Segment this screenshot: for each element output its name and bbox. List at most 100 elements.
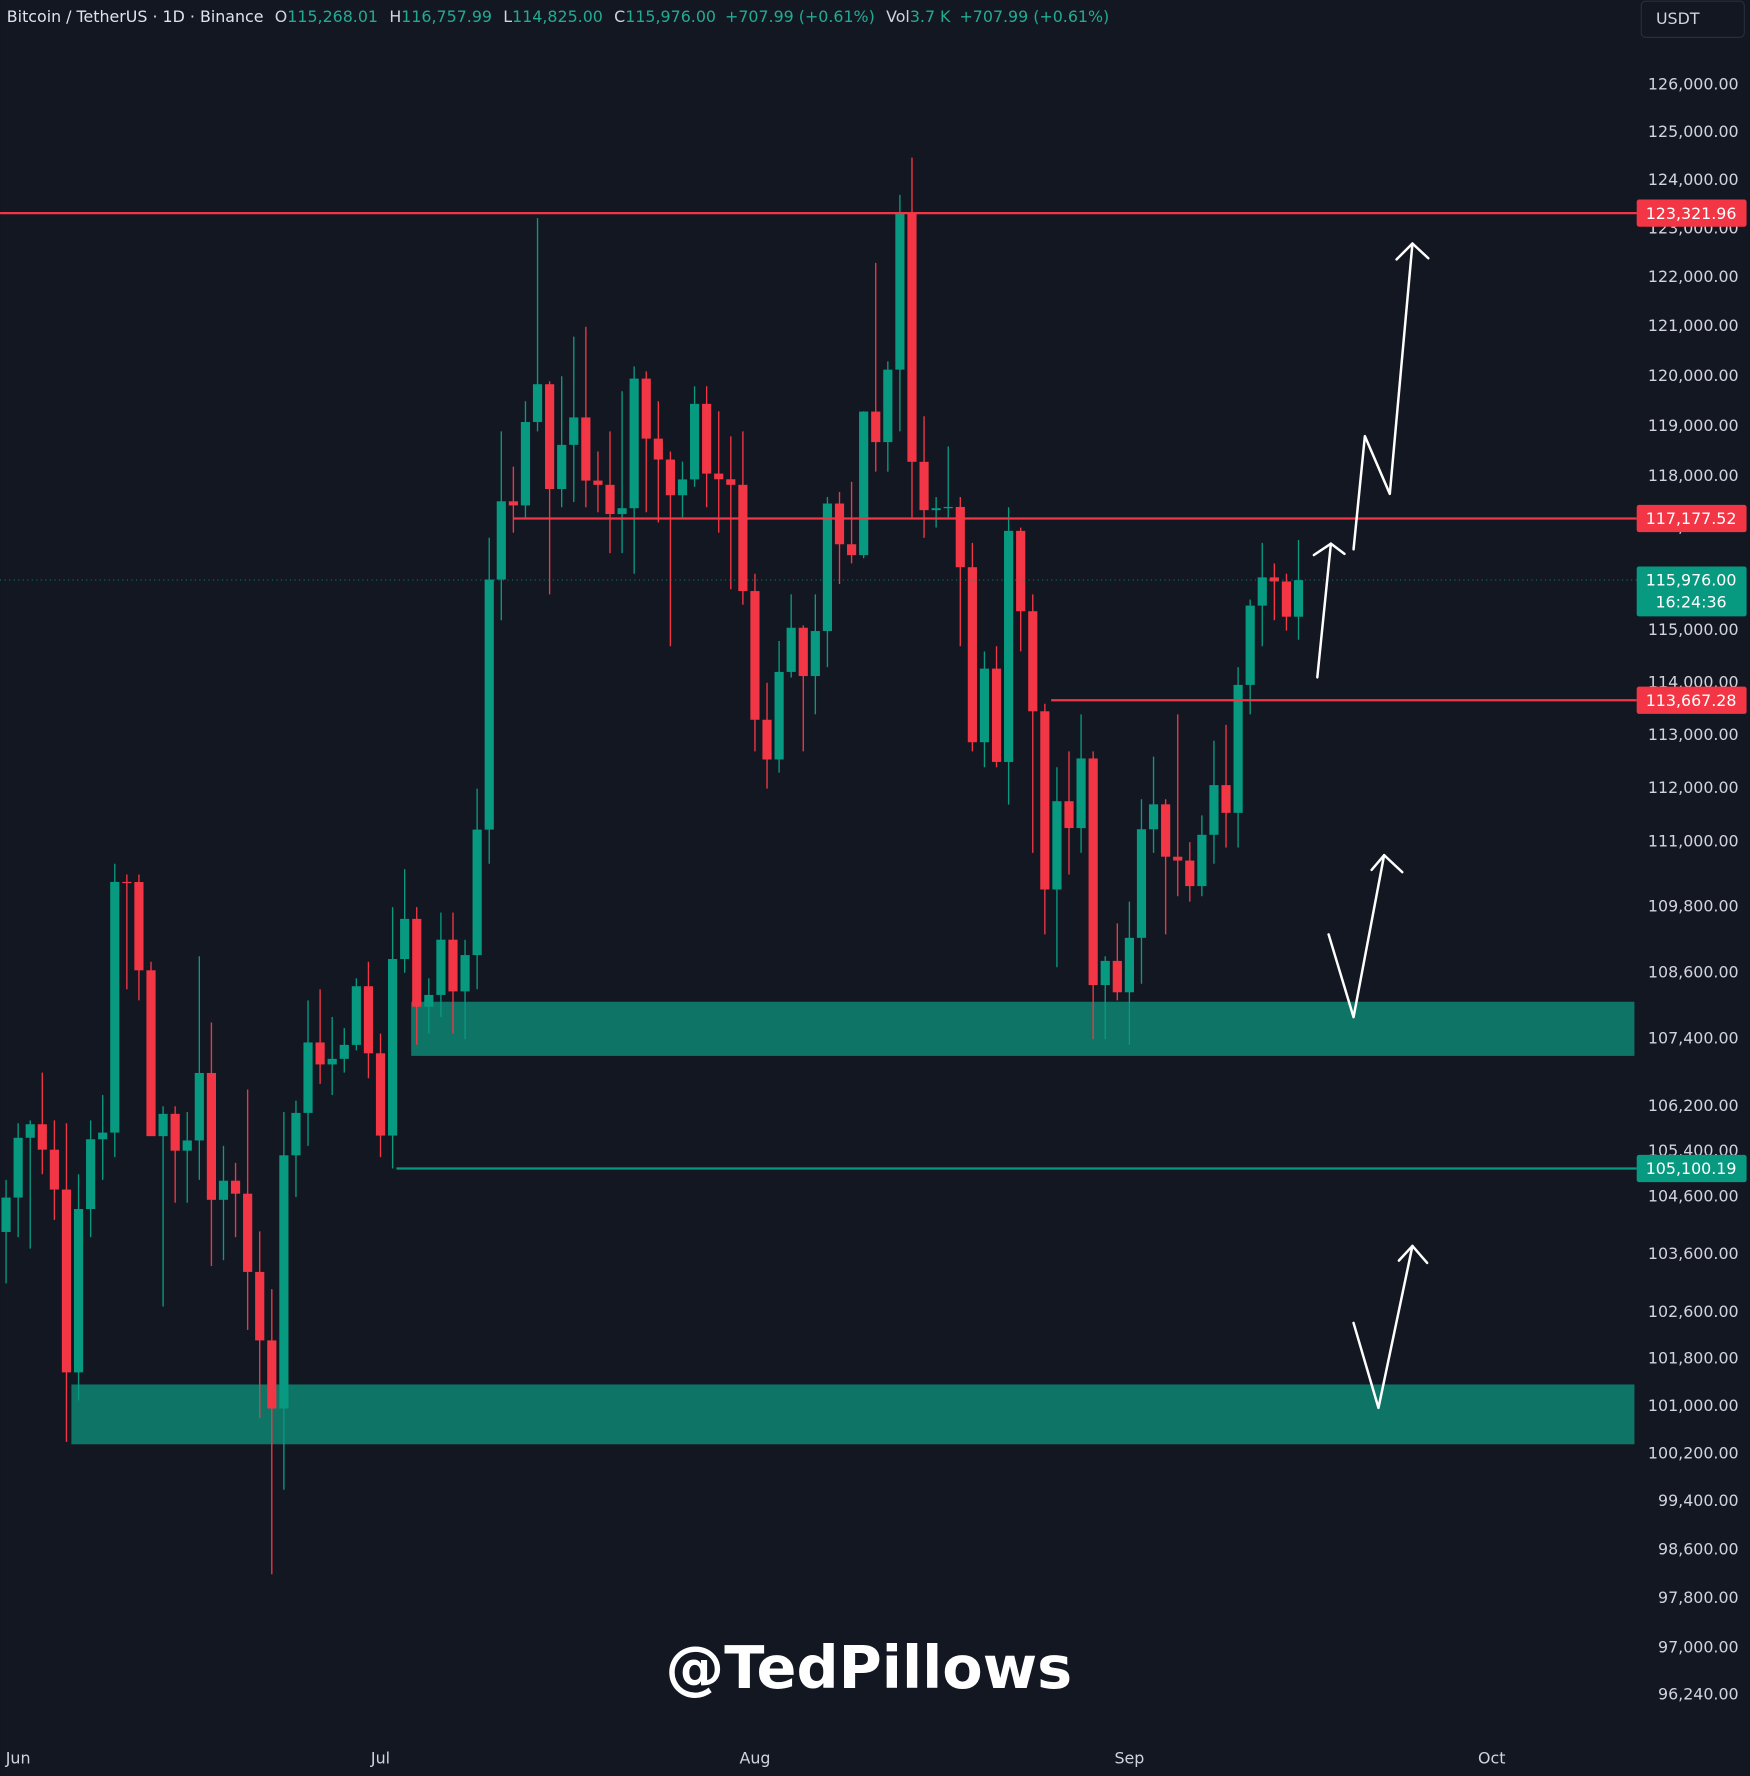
candle-body: [689, 403, 700, 480]
candle-body: [279, 1155, 289, 1409]
candle-body: [1209, 785, 1219, 835]
candle-body: [1088, 758, 1098, 986]
change: +707.99 (+0.61%): [725, 6, 875, 25]
candle-body: [182, 1140, 192, 1151]
candle-body: [834, 503, 845, 545]
candle-body: [762, 719, 772, 760]
candle-body: [61, 1189, 72, 1373]
price-tag-label: 115,976.00: [1646, 571, 1737, 590]
y-tick-label: 100,200.00: [1648, 1443, 1739, 1462]
candle-body: [1052, 801, 1062, 890]
candle-body: [1112, 960, 1122, 993]
candle-body: [13, 1137, 23, 1198]
low: 114,825.00: [512, 6, 603, 25]
x-tick-label: Oct: [1478, 1749, 1505, 1768]
arrow: [1316, 542, 1333, 679]
candle-body: [557, 444, 567, 489]
candle-body: [1028, 611, 1038, 712]
candle-body: [1100, 960, 1110, 986]
candle-body: [98, 1132, 108, 1140]
y-tick-label: 112,000.00: [1648, 778, 1739, 797]
candle-body: [1004, 530, 1014, 762]
candle-body: [943, 506, 953, 509]
candle-body: [243, 1193, 253, 1272]
price-tag: [1636, 199, 1747, 227]
candle-body: [484, 579, 494, 830]
candle-body: [641, 378, 651, 439]
arrow: [1352, 242, 1414, 551]
candle-body: [158, 1113, 168, 1137]
candle-body: [883, 369, 893, 443]
candle-body: [798, 627, 808, 677]
y-tick-label: 98,600.00: [1658, 1540, 1739, 1559]
candle-body: [37, 1124, 47, 1150]
y-tick-label: 125,000.00: [1648, 122, 1739, 141]
arrow-head: [1395, 242, 1430, 261]
candle-body: [460, 955, 470, 992]
candle-body: [218, 1180, 229, 1200]
high: 116,757.99: [401, 6, 492, 25]
candle-body: [1293, 580, 1304, 617]
candle-body: [653, 438, 663, 460]
candle-body: [170, 1113, 180, 1151]
time-axis: Jun Jul Aug Sep Oct: [5, 1749, 1506, 1768]
candle-body: [1173, 856, 1183, 861]
close-label: C: [614, 6, 625, 25]
candle-body: [327, 1058, 337, 1065]
candle-body: [1, 1197, 11, 1232]
arrow: [1327, 853, 1386, 1019]
x-tick-label: Jun: [5, 1749, 31, 1768]
price-tags: 123,321.96 117,177.52 115,976.00 16:24:36 11…: [1636, 199, 1747, 1183]
candle-body: [520, 421, 531, 506]
candle-body: [665, 459, 675, 496]
y-tick-label: 99,400.00: [1658, 1491, 1739, 1510]
y-tick-label: 96,240.00: [1658, 1684, 1739, 1703]
price-tag: [1636, 566, 1747, 617]
candle-body: [677, 479, 688, 496]
candle-body: [605, 484, 615, 515]
close: 115,976.00: [625, 6, 716, 25]
price-tag: [1636, 504, 1747, 533]
y-tick-label: 106,200.00: [1648, 1096, 1739, 1115]
candle-body: [1124, 937, 1134, 993]
candle-body: [387, 959, 398, 1136]
candle-body: [1221, 785, 1231, 813]
candle-body: [122, 881, 132, 884]
candle-body: [73, 1209, 84, 1373]
candle-body: [1197, 834, 1207, 887]
arrow-head: [1312, 542, 1346, 557]
candle-body: [291, 1112, 301, 1156]
y-tick-label: 102,600.00: [1648, 1302, 1739, 1321]
candle-body: [545, 384, 555, 489]
y-tick-label: 122,000.00: [1648, 267, 1739, 286]
candle-body: [1233, 684, 1243, 813]
symbol: Bitcoin / TetherUS · 1D · Binance: [7, 6, 264, 25]
arrows: [1312, 242, 1430, 1410]
candle-body: [822, 503, 833, 632]
y-tick-label: 114,000.00: [1648, 672, 1739, 691]
candle-body: [436, 939, 446, 995]
candle-body: [931, 508, 941, 511]
candle-body: [1040, 711, 1050, 890]
currency-button[interactable]: [1640, 0, 1745, 38]
vol-label: Vol: [886, 6, 910, 25]
candle-body: [315, 1042, 325, 1065]
candle-body: [1245, 605, 1255, 685]
candle-body: [569, 417, 579, 445]
candle-body: [1281, 581, 1292, 617]
candle-body: [714, 473, 724, 480]
candle-body: [49, 1149, 59, 1190]
candle-body: [738, 484, 748, 592]
candle-body: [424, 994, 434, 1007]
y-tick-label: 104,600.00: [1648, 1187, 1739, 1206]
y-tick-label: 107,400.00: [1648, 1029, 1739, 1048]
currency-button-label[interactable]: USDT: [1656, 9, 1700, 28]
y-tick-label: 115,000.00: [1648, 620, 1739, 639]
y-tick-label: 121,000.00: [1648, 316, 1739, 335]
y-tick-label: 109,800.00: [1648, 897, 1739, 916]
candle-body: [400, 918, 410, 960]
vol-change: +707.99 (+0.61%): [960, 6, 1110, 25]
candle-body: [895, 213, 905, 370]
price-tag-label: 123,321.96: [1646, 204, 1737, 223]
